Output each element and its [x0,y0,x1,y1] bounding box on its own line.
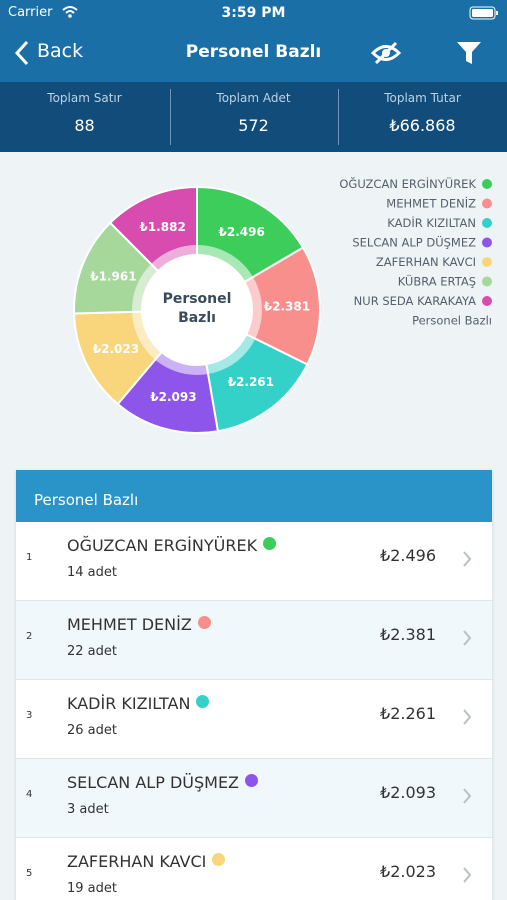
legend-label: OĞUZCAN ERGİNYÜREK [339,175,476,191]
row-chevron [463,630,472,646]
legend-label: NUR SEDA KARAKAYA [354,294,476,308]
divider [338,89,339,145]
row-count: 19 adet [67,881,117,896]
header [0,0,507,82]
legend-label: KADİR KIZILTAN [387,215,476,230]
row-amount: ₺2.381 [380,625,436,644]
row-name: KADİR KIZILTAN [67,694,191,713]
row-name: OĞUZCAN ERGİNYÜREK [67,536,258,555]
row-color-dot [197,616,211,629]
row-name-line: OĞUZCAN ERGİNYÜREK [67,536,277,555]
list-row[interactable]: 2 MEHMET DENİZ 22 adet ₺2.381 [16,601,492,680]
row-chevron [463,551,472,567]
row-index: 2 [26,631,33,642]
row-chevron [463,788,472,804]
list-row[interactable]: 3 KADİR KIZILTAN 26 adet ₺2.261 [16,680,492,759]
list-card: Personel Bazlı 1 OĞUZCAN ERGİNYÜREK 14 ade… [16,470,492,900]
list-row[interactable]: 5 ZAFERHAN KAVCI 19 adet ₺2.023 [16,838,492,900]
chart: ₺2.496 ₺2.381 ₺2.261 ₺2.093 ₺2.023 ₺1.961 ₺1.8… [73,175,492,434]
row-color-dot [196,695,210,708]
row-color-dot [212,853,226,866]
summary-bar [0,82,507,152]
slice-label: ₺2.496 [219,225,265,239]
slice-label: ₺2.023 [93,342,139,356]
summary-label: Toplam Tutar [384,91,461,105]
row-index: 3 [26,710,33,721]
inner-ring [132,245,262,375]
nav-title: Personel Bazlı [185,42,322,62]
center-hole [142,255,252,365]
chevron-path [463,867,472,883]
row-name-line: ZAFERHAN KAVCI [67,852,226,871]
chevron-path [463,709,472,725]
legend-title: Personel Bazlı [412,314,492,328]
legend-label: MEHMET DENİZ [386,196,476,211]
divider [170,89,171,145]
slice-label: ₺2.381 [264,300,310,314]
chart-center-label: Personel Bazlı [162,291,232,326]
row-count: 22 adet [67,644,117,659]
slice-label: ₺2.093 [150,390,196,404]
row-name: ZAFERHAN KAVCI [67,852,207,871]
slice-label: ₺1.882 [139,220,185,234]
legend-dot [482,179,492,189]
chevron-path [463,630,472,646]
row-name: MEHMET DENİZ [67,615,192,634]
row-name: SELCAN ALP DÜŞMEZ [67,773,240,792]
row-index: 4 [26,789,33,800]
summary-value: ₺66.868 [389,116,456,135]
row-count: 3 adet [67,802,109,817]
legend-label: KÜBRA ERTAŞ [398,273,476,289]
row-count: 26 adet [67,723,117,738]
legend-label: ZAFERHAN KAVCI [376,255,476,269]
row-name-line: SELCAN ALP DÜŞMEZ [67,773,259,792]
legend-dot [482,296,492,306]
row-chevron [463,867,472,883]
carrier: Carrier [8,5,53,20]
legend-dot [482,218,492,228]
summary-label: Toplam Adet [216,91,291,105]
wifi-icon [62,6,78,18]
row-index: 1 [26,552,33,563]
row-amount: ₺2.496 [380,546,436,565]
legend-label: SELCAN ALP DÜŞMEZ [352,234,476,250]
row-amount: ₺2.261 [380,704,436,723]
row-amount: ₺2.093 [380,783,436,802]
legend-dot [482,257,492,267]
row-name-line: KADİR KIZILTAN [67,694,210,713]
summary-value: 88 [74,116,95,135]
chevron-path [463,551,472,567]
list-row[interactable]: 1 OĞUZCAN ERGİNYÜREK 14 adet ₺2.496 [16,522,492,601]
back-chevron[interactable] [14,40,30,66]
legend-dot [482,237,492,248]
clock: 3:59 PM [221,5,286,21]
row-count: 14 adet [67,565,117,580]
legend-dot [482,276,492,287]
hide-icon[interactable] [371,40,401,66]
row-name-line: MEHMET DENİZ [67,615,211,634]
summary-label: Toplam Satır [47,91,122,105]
row-chevron [463,709,472,725]
filter-icon[interactable] [456,40,482,66]
back-button[interactable]: Back [37,40,84,62]
chevron-path [463,788,472,804]
row-color-dot [245,774,259,787]
legend-dot [482,198,492,209]
list-header: Personel Bazlı [16,470,492,522]
row-index: 5 [26,868,33,879]
row-color-dot [263,537,277,550]
row-amount: ₺2.023 [380,862,436,881]
summary-value: 572 [238,116,269,135]
battery-icon [469,6,498,20]
list-title: Personel Bazlı [34,491,139,509]
slice-label: ₺1.961 [90,270,136,284]
slice-label: ₺2.261 [228,375,274,389]
list-row[interactable]: 4 SELCAN ALP DÜŞMEZ 3 adet ₺2.093 [16,759,492,838]
